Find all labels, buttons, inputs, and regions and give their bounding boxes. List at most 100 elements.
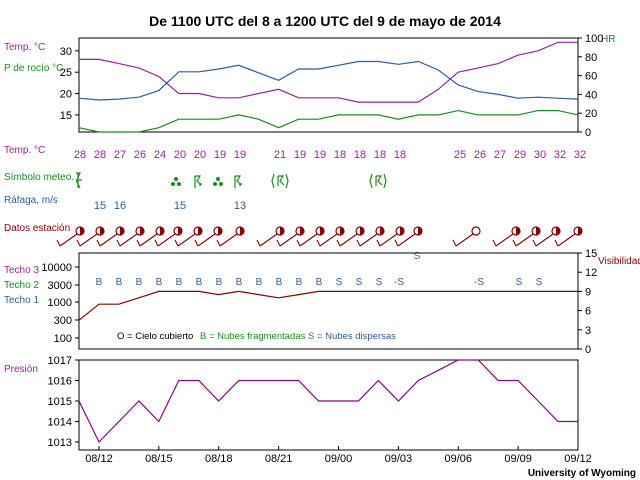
wind-barb xyxy=(492,226,521,247)
wind-barb xyxy=(116,226,145,247)
visibility-right-ticks: 0 3 6 9 12 15 xyxy=(578,248,597,356)
barb-feather xyxy=(532,239,537,247)
station-fill xyxy=(400,227,404,235)
temperature-line xyxy=(79,41,578,103)
time-tick-label: 09/03 xyxy=(385,453,413,465)
pressure-tick-label: 1015 xyxy=(48,396,72,408)
gust-value: 16 xyxy=(114,200,126,212)
time-tick-label: 08/18 xyxy=(205,453,233,465)
cloud-tick-label: 10000 xyxy=(41,262,72,274)
temp-axis-label: Temp. °C xyxy=(4,42,45,53)
pressure-tick-label: 1013 xyxy=(48,437,72,449)
barb-staff xyxy=(139,233,158,247)
thunderstorm-icon-2 xyxy=(234,175,242,188)
visibility-axis-label: Visibilidad xyxy=(598,256,640,267)
barb-feather xyxy=(276,239,281,247)
station-fill xyxy=(380,227,384,235)
gust-value: 15 xyxy=(94,200,106,212)
temp-row-value: 28 xyxy=(74,149,86,161)
barb-feather xyxy=(554,239,559,247)
techo1-label: Techo 1 xyxy=(4,295,39,306)
thunderstorm-bracket-icon xyxy=(271,173,289,189)
station-fill xyxy=(280,227,284,235)
cloud-code: S xyxy=(516,277,523,288)
temp-row-value: 19 xyxy=(294,149,306,161)
barb-staff xyxy=(359,233,378,247)
wind-barb xyxy=(532,226,561,247)
legend-scattered: S = Nubes dispersas xyxy=(308,331,396,342)
pressure-polyline xyxy=(78,359,578,444)
barb-staff xyxy=(197,233,216,247)
barb-staff xyxy=(99,233,118,247)
wind-barb xyxy=(356,226,385,247)
barb-feather xyxy=(336,239,341,247)
temp-row-label: Temp. °C xyxy=(4,145,45,156)
cloud-code: -S xyxy=(474,277,484,288)
temp-row-value: 24 xyxy=(154,149,166,161)
barb-feather xyxy=(174,239,179,247)
visibility-tick-label: 3 xyxy=(585,325,591,337)
wind-barb xyxy=(276,226,305,247)
time-tick-label: 09/00 xyxy=(325,453,353,465)
temp-row-value: 27 xyxy=(114,149,126,161)
dew-axis-label: P de rocío °C xyxy=(4,63,63,74)
temp-row-value: 28 xyxy=(94,149,106,161)
temp-row-value: 32 xyxy=(554,149,566,161)
wind-barb xyxy=(56,226,85,247)
barb-feather xyxy=(56,239,61,247)
thunderstorm-icon xyxy=(194,175,202,188)
cloud-code: B xyxy=(176,277,183,288)
temp-row-value: 21 xyxy=(274,149,286,161)
barb-staff xyxy=(455,233,474,247)
barb-feather xyxy=(356,239,361,247)
wind-barb xyxy=(96,226,125,247)
temp-row-value: 20 xyxy=(194,149,206,161)
hr-tick-label: 60 xyxy=(585,71,597,83)
wind-barb xyxy=(376,226,405,247)
pressure-panel-frame xyxy=(78,359,579,451)
station-fill xyxy=(300,227,304,235)
hr-right-ticks: 0 20 40 60 80 100 xyxy=(578,33,603,139)
wind-barb xyxy=(394,226,423,247)
temp-panel-frame xyxy=(78,37,579,133)
wind-barb xyxy=(76,226,105,247)
temp-tick-label: 15 xyxy=(60,110,72,122)
pressure-line xyxy=(78,359,578,444)
wind-barb xyxy=(316,226,345,247)
symbol-row-label: Símbolo meteo. xyxy=(4,172,74,183)
barb-feather xyxy=(256,239,261,247)
hr-tick-label: 0 xyxy=(585,127,591,139)
cloud-code: -S xyxy=(394,277,404,288)
station-fill xyxy=(218,227,222,235)
barb-feather xyxy=(96,239,101,247)
barb-staff xyxy=(515,233,534,247)
cloud-code: B xyxy=(216,277,223,288)
cloud-code: B xyxy=(276,277,283,288)
station-fill xyxy=(556,227,560,235)
wind-barb xyxy=(512,226,541,247)
temp-lines xyxy=(78,41,579,133)
time-tick-label: 09/06 xyxy=(444,453,472,465)
station-row-label: Datos estación xyxy=(4,223,70,234)
cloud-code: B xyxy=(236,277,243,288)
barb-feather xyxy=(116,239,121,247)
barb-staff xyxy=(157,233,176,247)
barb-feather xyxy=(452,239,457,247)
barb-feather xyxy=(394,239,399,247)
station-fill xyxy=(80,227,84,235)
pressure-tick-label: 1017 xyxy=(48,355,72,367)
barb-feather xyxy=(76,239,81,247)
cloud-code: S xyxy=(336,277,343,288)
cloud-code: B xyxy=(196,277,203,288)
techo2-label: Techo 2 xyxy=(4,280,39,291)
cloud-left-ticks: 100 300 1000 3000 10000 xyxy=(41,262,79,345)
wind-barb xyxy=(256,226,285,247)
station-fill xyxy=(178,227,182,235)
showers-icon xyxy=(171,177,181,186)
cloud-code: B xyxy=(256,277,263,288)
station-fill xyxy=(578,227,582,235)
cloud-code: B xyxy=(116,277,123,288)
temp-row-value: 20 xyxy=(174,149,186,161)
temp-row-value: 30 xyxy=(534,149,546,161)
